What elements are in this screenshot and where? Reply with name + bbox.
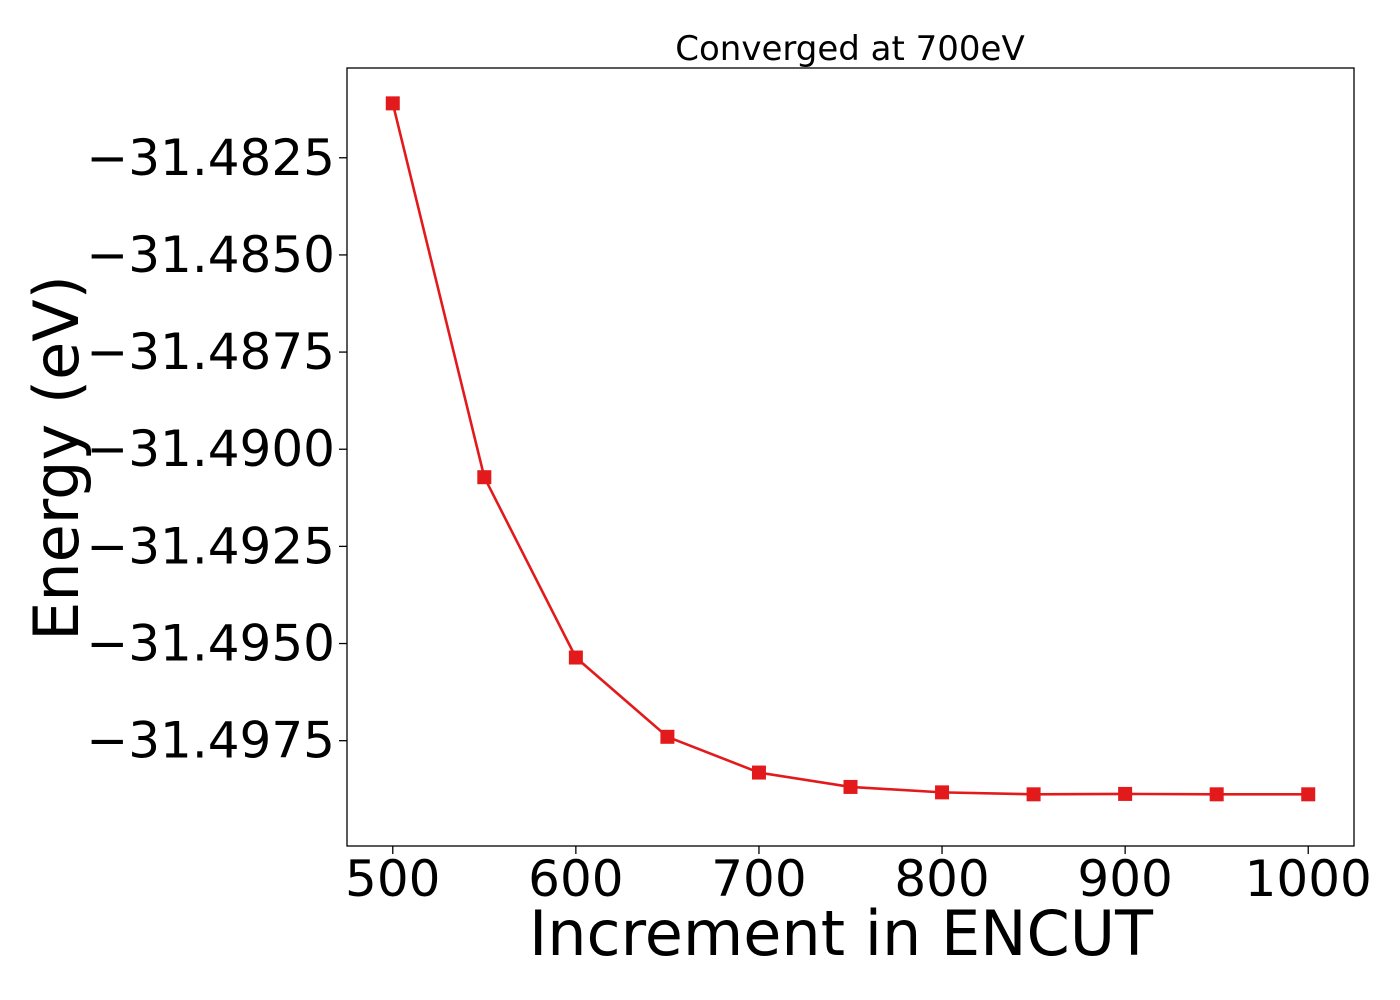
y-tick-label: −31.4875: [86, 323, 335, 381]
plot-frame: [346, 67, 1355, 847]
x-tick-label: 800: [894, 850, 989, 908]
x-tick-label: 600: [528, 850, 623, 908]
x-axis-label: Increment in ENCUT: [529, 897, 1154, 970]
data-point-marker: [1118, 786, 1133, 801]
y-axis-label: Energy (eV): [20, 275, 93, 641]
y-tick-label: −31.4950: [86, 615, 335, 673]
x-tick-label: 500: [345, 850, 440, 908]
data-point-marker: [568, 650, 583, 665]
data-point-marker: [477, 470, 492, 485]
series-layer: [385, 96, 1316, 802]
data-point-marker: [751, 765, 766, 780]
y-tick-label: −31.4850: [86, 226, 335, 284]
data-point-marker: [935, 785, 950, 800]
x-tick-label: 1000: [1245, 850, 1372, 908]
data-point-marker: [843, 779, 858, 794]
x-axis-ticks: 500 600 700 800 900 1000: [345, 846, 1372, 908]
data-point-marker: [660, 729, 675, 744]
x-tick-label: 900: [1077, 850, 1172, 908]
data-point-marker: [1301, 787, 1316, 802]
chart-title: Converged at 700eV: [675, 29, 1024, 69]
y-tick-label: −31.4975: [86, 712, 335, 770]
data-point-marker: [1209, 787, 1224, 802]
data-point-marker: [1026, 787, 1041, 802]
x-tick-label: 700: [711, 850, 806, 908]
y-tick-label: −31.4825: [86, 129, 335, 187]
y-tick-label: −31.4925: [86, 517, 335, 575]
data-point-marker: [385, 96, 400, 111]
y-tick-label: −31.4900: [86, 420, 335, 478]
y-axis-ticks: −31.4825 −31.4850 −31.4875 −31.4900 −31.4925…: [86, 129, 347, 770]
